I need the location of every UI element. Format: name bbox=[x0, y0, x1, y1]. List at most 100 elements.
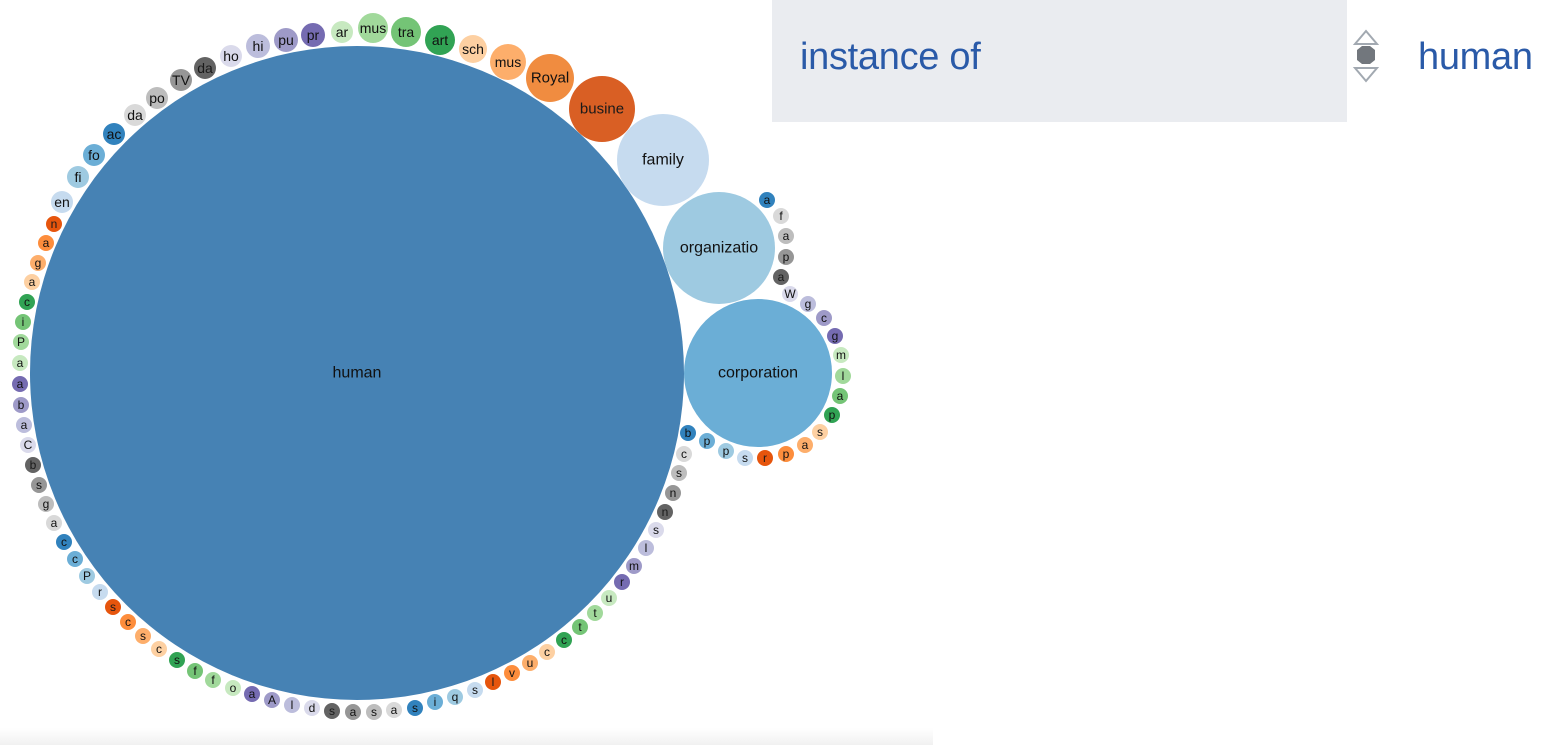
bubble-a[interactable]: a bbox=[16, 417, 32, 433]
bubble-circle[interactable] bbox=[556, 632, 572, 648]
bubble-circle[interactable] bbox=[187, 663, 203, 679]
bubble-d[interactable]: d bbox=[304, 700, 320, 716]
bubble-c[interactable]: c bbox=[676, 446, 692, 462]
bubble-circle[interactable] bbox=[782, 286, 798, 302]
bubble-g[interactable]: g bbox=[38, 496, 54, 512]
bubble-mus[interactable]: mus bbox=[358, 13, 388, 43]
bubble-p[interactable]: p bbox=[824, 407, 840, 423]
bubble-circle[interactable] bbox=[601, 590, 617, 606]
bubble-s[interactable]: s bbox=[135, 628, 151, 644]
bubble-circle[interactable] bbox=[504, 665, 520, 681]
bubble-circle[interactable] bbox=[31, 477, 47, 493]
bubble-circle[interactable] bbox=[680, 425, 696, 441]
bubble-s[interactable]: s bbox=[324, 703, 340, 719]
bubble-f[interactable]: f bbox=[773, 208, 789, 224]
bubble-u[interactable]: u bbox=[601, 590, 617, 606]
bubble-s[interactable]: s bbox=[407, 700, 423, 716]
bubble-circle[interactable] bbox=[614, 574, 630, 590]
bubble-a[interactable]: a bbox=[778, 228, 794, 244]
bubble-i[interactable]: i bbox=[427, 694, 443, 710]
bubble-i[interactable]: i bbox=[15, 314, 31, 330]
bubble-pr[interactable]: pr bbox=[301, 23, 325, 47]
bubble-busine[interactable]: busine bbox=[569, 76, 635, 142]
bubble-c[interactable]: c bbox=[19, 294, 35, 310]
bubble-l[interactable]: l bbox=[284, 697, 300, 713]
bubble-fo[interactable]: fo bbox=[83, 144, 105, 166]
bubble-circle[interactable] bbox=[16, 417, 32, 433]
bubble-circle[interactable] bbox=[835, 368, 851, 384]
bubble-circle[interactable] bbox=[13, 397, 29, 413]
bubble-circle[interactable] bbox=[812, 424, 828, 440]
bubble-f[interactable]: f bbox=[187, 663, 203, 679]
bubble-circle[interactable] bbox=[407, 700, 423, 716]
bubble-circle[interactable] bbox=[386, 702, 402, 718]
bubble-circle[interactable] bbox=[447, 689, 463, 705]
bubble-n[interactable]: n bbox=[657, 504, 673, 520]
bubble-n[interactable]: n bbox=[665, 485, 681, 501]
bubble-a[interactable]: a bbox=[345, 704, 361, 720]
bubble-a[interactable]: a bbox=[24, 274, 40, 290]
bubble-circle[interactable] bbox=[13, 334, 29, 350]
bubble-circle[interactable] bbox=[274, 28, 298, 52]
bubble-s[interactable]: s bbox=[31, 477, 47, 493]
bubble-circle[interactable] bbox=[366, 704, 382, 720]
bubble-t[interactable]: t bbox=[572, 619, 588, 635]
bubble-circle[interactable] bbox=[324, 703, 340, 719]
bubble-circle[interactable] bbox=[264, 692, 280, 708]
bubble-circle[interactable] bbox=[638, 540, 654, 556]
bubble-c[interactable]: c bbox=[56, 534, 72, 550]
bubble-circle[interactable] bbox=[797, 437, 813, 453]
bubble-circle[interactable] bbox=[391, 17, 421, 47]
bubble-c[interactable]: c bbox=[120, 614, 136, 630]
bubble-s[interactable]: s bbox=[812, 424, 828, 440]
bubble-circle[interactable] bbox=[569, 76, 635, 142]
bubble-circle[interactable] bbox=[301, 23, 325, 47]
bubble-a[interactable]: a bbox=[244, 686, 260, 702]
bubble-circle[interactable] bbox=[676, 446, 692, 462]
sort-up-down-icon[interactable] bbox=[1352, 28, 1380, 84]
bubble-b[interactable]: b bbox=[25, 457, 41, 473]
bubble-circle[interactable] bbox=[648, 522, 664, 538]
bubble-p[interactable]: p bbox=[778, 446, 794, 462]
bubble-tra[interactable]: tra bbox=[391, 17, 421, 47]
bubble-circle[interactable] bbox=[331, 21, 353, 43]
bubble-organizatio[interactable]: organizatio bbox=[663, 192, 775, 304]
bubble-b[interactable]: b bbox=[13, 397, 29, 413]
bubble-circle[interactable] bbox=[663, 192, 775, 304]
bubble-ac[interactable]: ac bbox=[103, 123, 125, 145]
bubble-circle[interactable] bbox=[816, 310, 832, 326]
bubble-circle[interactable] bbox=[92, 584, 108, 600]
bubble-circle[interactable] bbox=[699, 433, 715, 449]
bubble-da[interactable]: da bbox=[124, 104, 146, 126]
bubble-a[interactable]: a bbox=[832, 388, 848, 404]
bubble-g[interactable]: g bbox=[827, 328, 843, 344]
bubble-circle[interactable] bbox=[718, 443, 734, 459]
bubble-circle[interactable] bbox=[170, 69, 192, 91]
bubble-circle[interactable] bbox=[345, 704, 361, 720]
bubble-circle[interactable] bbox=[120, 614, 136, 630]
bubble-circle[interactable] bbox=[827, 328, 843, 344]
bubble-circle[interactable] bbox=[671, 465, 687, 481]
bubble-r[interactable]: r bbox=[92, 584, 108, 600]
bubble-r[interactable]: r bbox=[614, 574, 630, 590]
bubble-human[interactable]: human bbox=[30, 46, 684, 700]
bubble-circle[interactable] bbox=[427, 694, 443, 710]
bubble-tv[interactable]: TV bbox=[170, 69, 192, 91]
bubble-circle[interactable] bbox=[46, 515, 62, 531]
bubble-p[interactable]: p bbox=[699, 433, 715, 449]
bubble-circle[interactable] bbox=[205, 672, 221, 688]
bubble-circle[interactable] bbox=[244, 686, 260, 702]
bubble-f[interactable]: f bbox=[205, 672, 221, 688]
bubble-b[interactable]: b bbox=[680, 425, 696, 441]
bubble-circle[interactable] bbox=[824, 407, 840, 423]
bubble-r[interactable]: r bbox=[757, 450, 773, 466]
bubble-circle[interactable] bbox=[467, 682, 483, 698]
bubble-m[interactable]: m bbox=[626, 558, 642, 574]
bubble-a[interactable]: a bbox=[759, 192, 775, 208]
bubble-da[interactable]: da bbox=[194, 57, 216, 79]
bubble-m[interactable]: m bbox=[833, 347, 849, 363]
bubble-circle[interactable] bbox=[459, 35, 487, 63]
bubble-circle[interactable] bbox=[425, 25, 455, 55]
bubble-circle[interactable] bbox=[19, 294, 35, 310]
bubble-s[interactable]: s bbox=[737, 450, 753, 466]
